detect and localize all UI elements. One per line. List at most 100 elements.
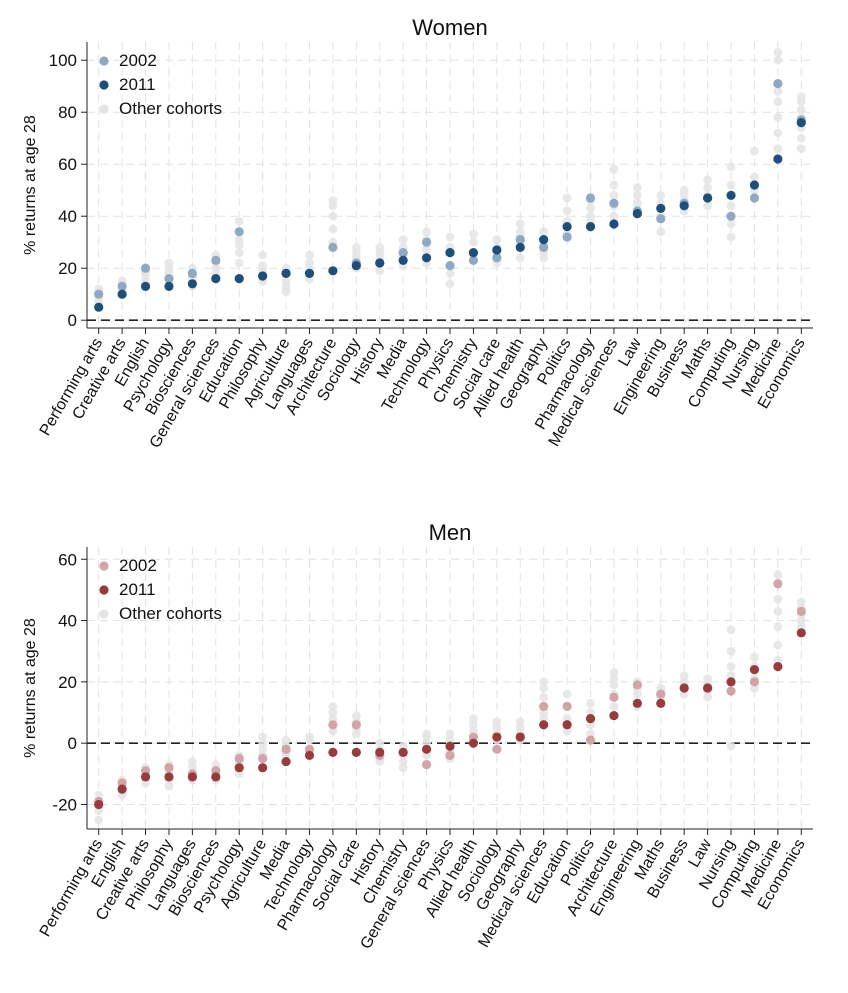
men-point-2002 (539, 701, 549, 711)
women-point-other-cohort (445, 279, 455, 289)
women-point-2011 (94, 302, 104, 312)
women-point-2002 (187, 268, 197, 278)
men-point-other-cohort (609, 701, 619, 711)
women-point-other-cohort (562, 206, 572, 216)
women-point-2002 (445, 261, 455, 271)
men-point-2011 (796, 628, 806, 638)
men-point-other-cohort (609, 668, 619, 678)
men-legend-marker (99, 585, 109, 595)
men-y-tick-label: 40 (58, 612, 77, 631)
women-point-other-cohort (703, 183, 713, 193)
women-point-other-cohort (258, 250, 268, 260)
women-point-other-cohort (469, 237, 478, 247)
women-point-2002 (140, 263, 151, 273)
women-point-2011 (796, 118, 806, 128)
men-legend-label: 2011 (119, 580, 156, 599)
men-point-2011 (703, 683, 713, 693)
men-point-other-cohort (773, 622, 783, 632)
men-y-tick-label: 60 (58, 550, 77, 569)
women-point-other-cohort (703, 175, 713, 185)
men-point-2011 (632, 698, 642, 708)
men-point-other-cohort (773, 570, 783, 579)
women-legend-label: 2002 (119, 51, 157, 70)
women-point-other-cohort (750, 146, 759, 156)
women-point-other-cohort (703, 201, 713, 211)
men-point-other-cohort (492, 723, 502, 733)
women-point-other-cohort (258, 261, 268, 270)
women-point-other-cohort (234, 248, 244, 257)
men-point-2011 (164, 772, 174, 782)
men-point-other-cohort (609, 680, 619, 690)
men-point-2011 (187, 772, 197, 782)
men-point-other-cohort (796, 616, 806, 625)
men-point-2002 (656, 689, 666, 699)
men-point-2011 (117, 784, 127, 794)
women-point-other-cohort (796, 92, 806, 101)
men-category-label: Performing arts (37, 837, 106, 940)
men-point-2011 (281, 756, 291, 767)
men-chart-title: Men (429, 520, 472, 545)
men-point-other-cohort (515, 717, 525, 727)
women-point-other-cohort (328, 196, 338, 206)
women-point-2011 (328, 266, 338, 276)
women-point-other-cohort (796, 144, 806, 154)
women-y-tick-label: 20 (58, 259, 77, 278)
men-point-other-cohort (726, 741, 736, 751)
men-point-other-cohort (258, 738, 268, 748)
women-point-2011 (726, 190, 736, 200)
women-point-other-cohort (773, 144, 783, 154)
men-point-2011 (421, 744, 432, 754)
women-point-2011 (140, 281, 151, 291)
women-point-other-cohort (609, 191, 619, 200)
women-point-other-cohort (632, 191, 642, 200)
women-point-2011 (211, 274, 221, 284)
men-point-other-cohort (703, 692, 713, 702)
women-point-2002 (234, 227, 244, 237)
women-point-other-cohort (796, 105, 806, 114)
men-legend-marker (99, 561, 109, 571)
men-point-other-cohort (328, 701, 338, 711)
women-point-2011 (515, 242, 525, 252)
women-point-other-cohort (679, 185, 689, 195)
men-point-2011 (351, 747, 361, 757)
women-y-tick-label: 0 (68, 311, 77, 330)
women-point-2011 (749, 180, 760, 190)
women-point-other-cohort (234, 235, 244, 245)
women-point-other-cohort (445, 269, 455, 278)
women-point-2002 (609, 198, 619, 208)
men-point-2011 (585, 714, 596, 724)
women-point-2002 (164, 274, 174, 284)
women-point-2002 (211, 255, 221, 265)
men-legend-label: 2002 (119, 556, 157, 575)
women-point-other-cohort (773, 87, 783, 96)
men-point-2002 (445, 750, 455, 761)
women-point-other-cohort (773, 97, 783, 107)
men-point-2002 (328, 720, 338, 730)
men-point-2002 (562, 701, 572, 711)
women-point-2011 (539, 235, 549, 245)
women-point-2011 (679, 201, 689, 211)
women-point-other-cohort (398, 235, 408, 245)
men-point-2002 (351, 720, 361, 730)
women-point-2002 (117, 281, 127, 291)
women-point-2011 (398, 255, 408, 265)
women-point-2011 (164, 281, 174, 291)
men-point-other-cohort (586, 698, 595, 708)
men-point-other-cohort (351, 729, 361, 739)
women-point-other-cohort (328, 224, 338, 234)
men-point-other-cohort (422, 729, 431, 739)
women-point-other-cohort (773, 113, 783, 122)
men-point-other-cohort (726, 662, 736, 671)
women-point-2002 (492, 253, 502, 263)
women-point-2011 (351, 261, 361, 271)
men-point-2002 (258, 753, 268, 764)
women-point-other-cohort (281, 276, 291, 286)
men-point-other-cohort (445, 729, 455, 739)
women-point-other-cohort (492, 235, 502, 245)
men-point-2002 (585, 735, 596, 745)
women-point-2002 (749, 193, 760, 203)
women-point-other-cohort (539, 227, 549, 237)
